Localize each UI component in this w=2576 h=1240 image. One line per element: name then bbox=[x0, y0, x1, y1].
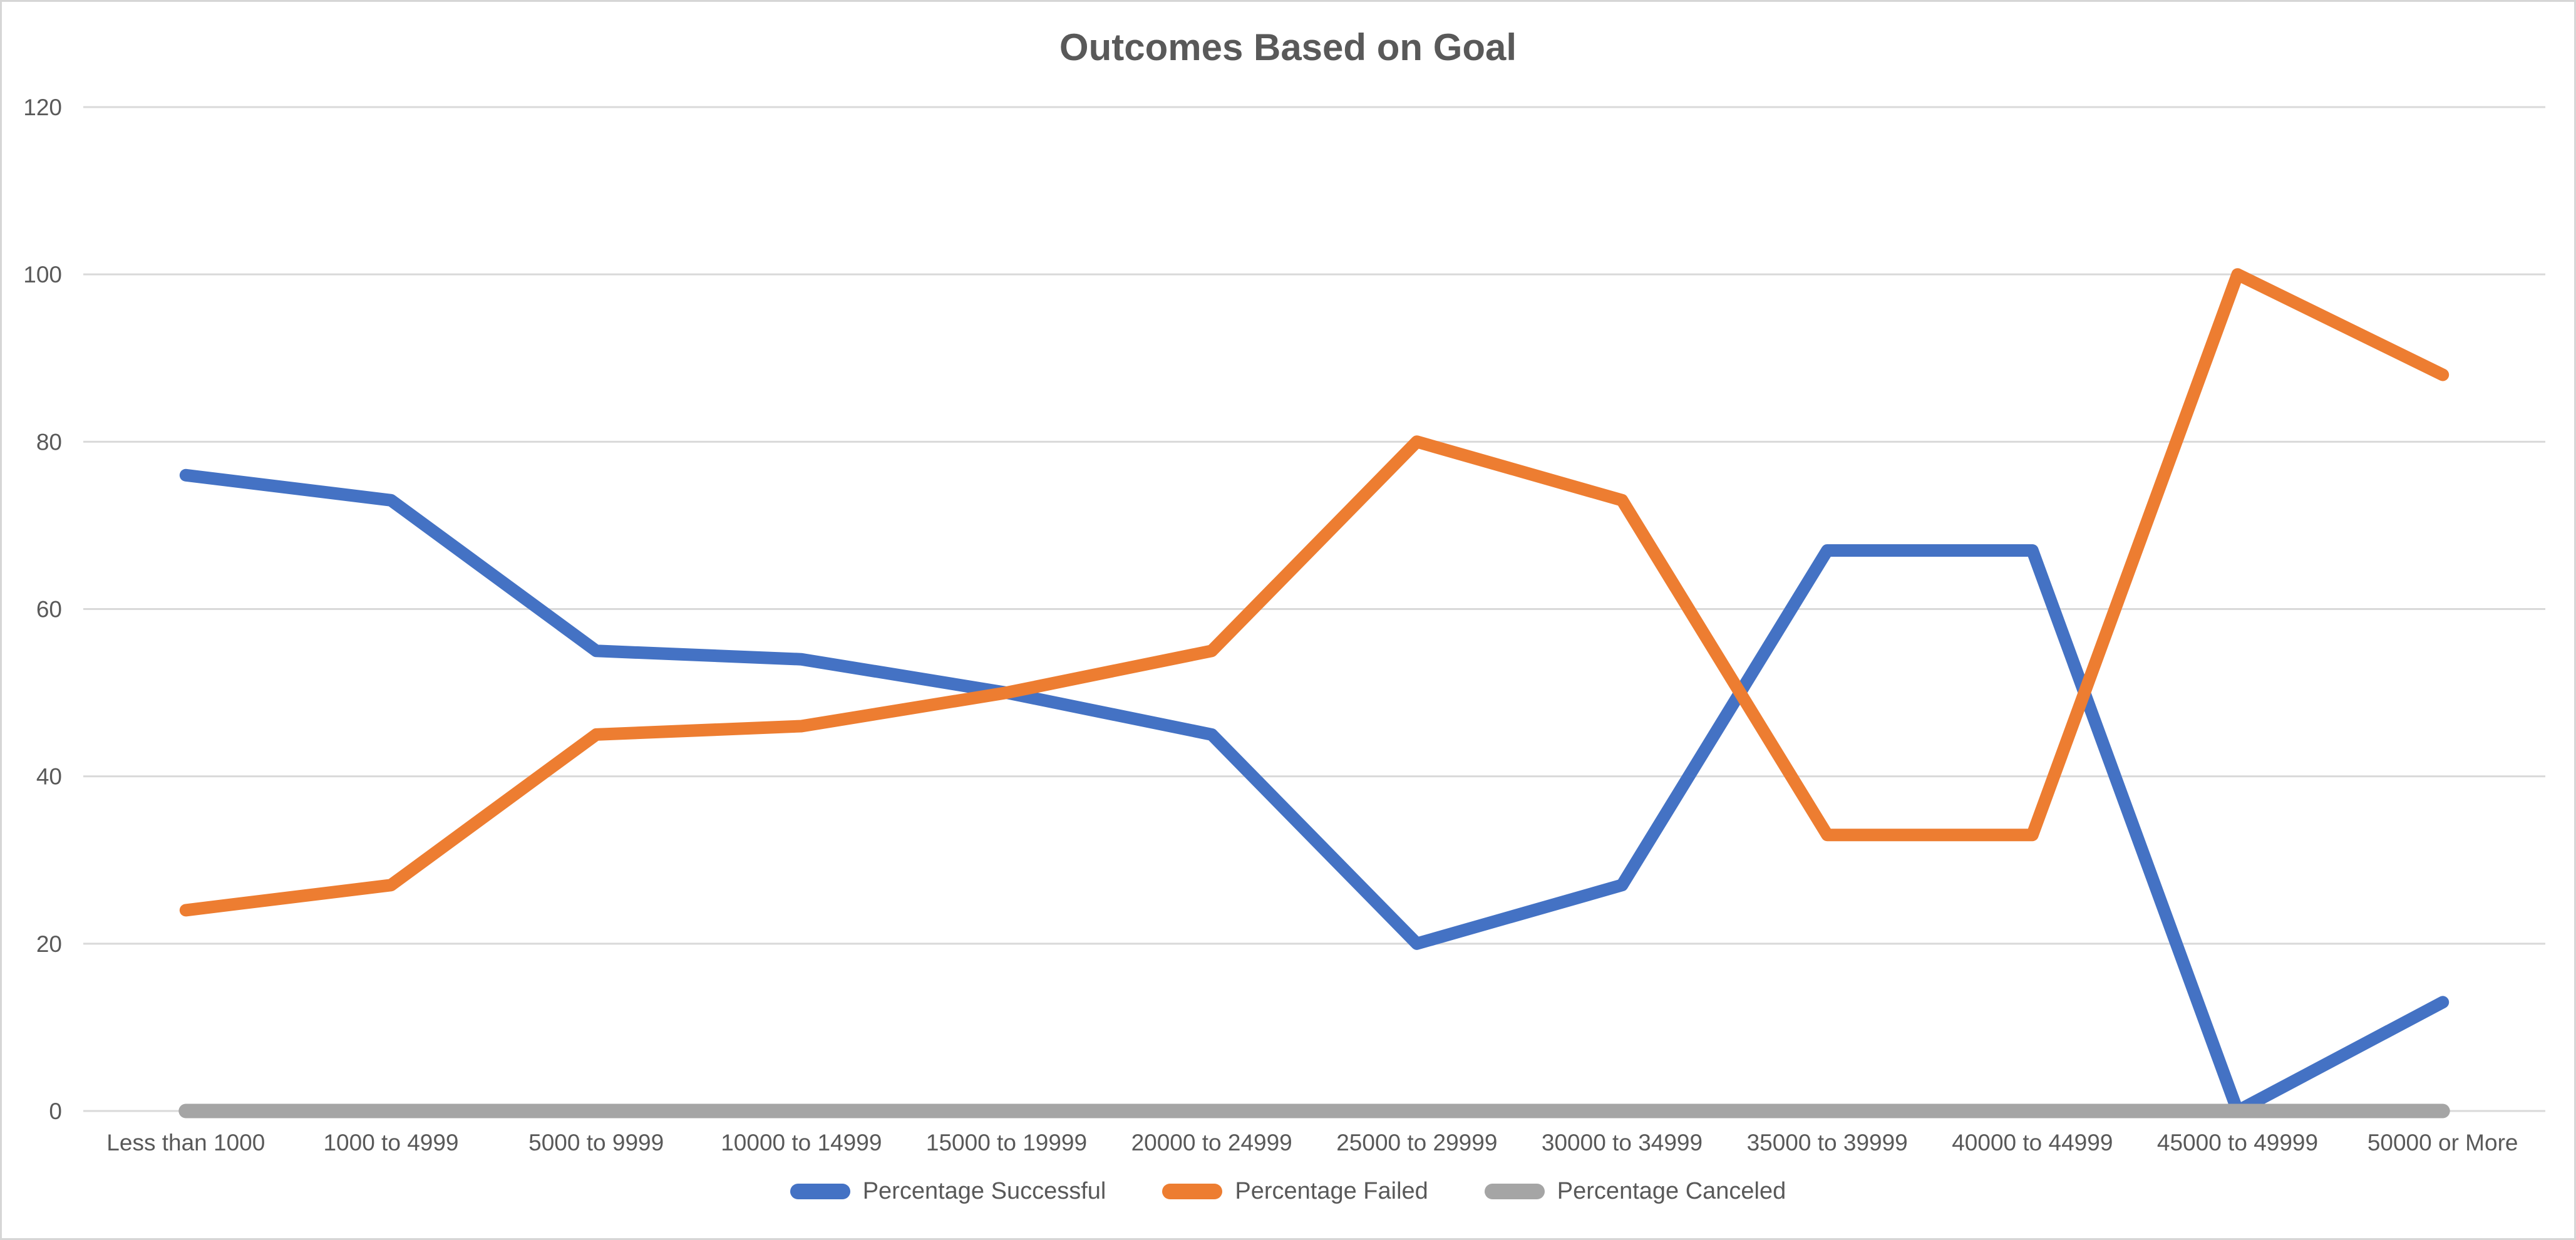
legend-item-percentage-failed[interactable]: Percentage Failed bbox=[1162, 1178, 1428, 1205]
x-category-label: 45000 to 49999 bbox=[2157, 1130, 2318, 1155]
legend-line-swatch-icon bbox=[790, 1184, 850, 1199]
y-tick-label: 120 bbox=[23, 95, 62, 120]
x-category-label: Less than 1000 bbox=[106, 1130, 265, 1155]
legend: Percentage Successful Percentage Failed Pe… bbox=[2, 1178, 2574, 1205]
x-category-label: 10000 to 14999 bbox=[721, 1130, 882, 1155]
x-category-label: 50000 or More bbox=[2367, 1130, 2518, 1155]
legend-label: Percentage Failed bbox=[1235, 1178, 1428, 1204]
x-category-label: 35000 to 39999 bbox=[1747, 1130, 1908, 1155]
y-tick-label: 0 bbox=[49, 1098, 62, 1124]
y-tick-label: 20 bbox=[36, 931, 62, 957]
x-category-label: 30000 to 34999 bbox=[1542, 1130, 1703, 1155]
x-category-label: 40000 to 44999 bbox=[1952, 1130, 2113, 1155]
x-category-label: 15000 to 19999 bbox=[926, 1130, 1087, 1155]
x-category-label: 25000 to 29999 bbox=[1336, 1130, 1497, 1155]
x-category-label: 5000 to 9999 bbox=[528, 1130, 664, 1155]
series-line-percentage-successful bbox=[179, 468, 2450, 1117]
x-category-label: 1000 to 4999 bbox=[323, 1130, 458, 1155]
legend-label: Percentage Canceled bbox=[1557, 1178, 1786, 1204]
y-tick-label: 100 bbox=[23, 262, 62, 287]
legend-label: Percentage Successful bbox=[862, 1178, 1106, 1204]
legend-item-percentage-canceled[interactable]: Percentage Canceled bbox=[1484, 1178, 1786, 1205]
legend-line-swatch-icon bbox=[1484, 1184, 1545, 1199]
y-tick-label: 80 bbox=[36, 429, 62, 455]
y-tick-label: 60 bbox=[36, 597, 62, 623]
legend-item-percentage-successful[interactable]: Percentage Successful bbox=[790, 1178, 1106, 1205]
chart-title: Outcomes Based on Goal bbox=[1059, 26, 1517, 68]
legend-line-swatch-icon bbox=[1162, 1184, 1223, 1199]
series-line-percentage-failed bbox=[179, 268, 2450, 917]
y-tick-label: 40 bbox=[36, 764, 62, 790]
x-category-label: 20000 to 24999 bbox=[1131, 1130, 1292, 1155]
